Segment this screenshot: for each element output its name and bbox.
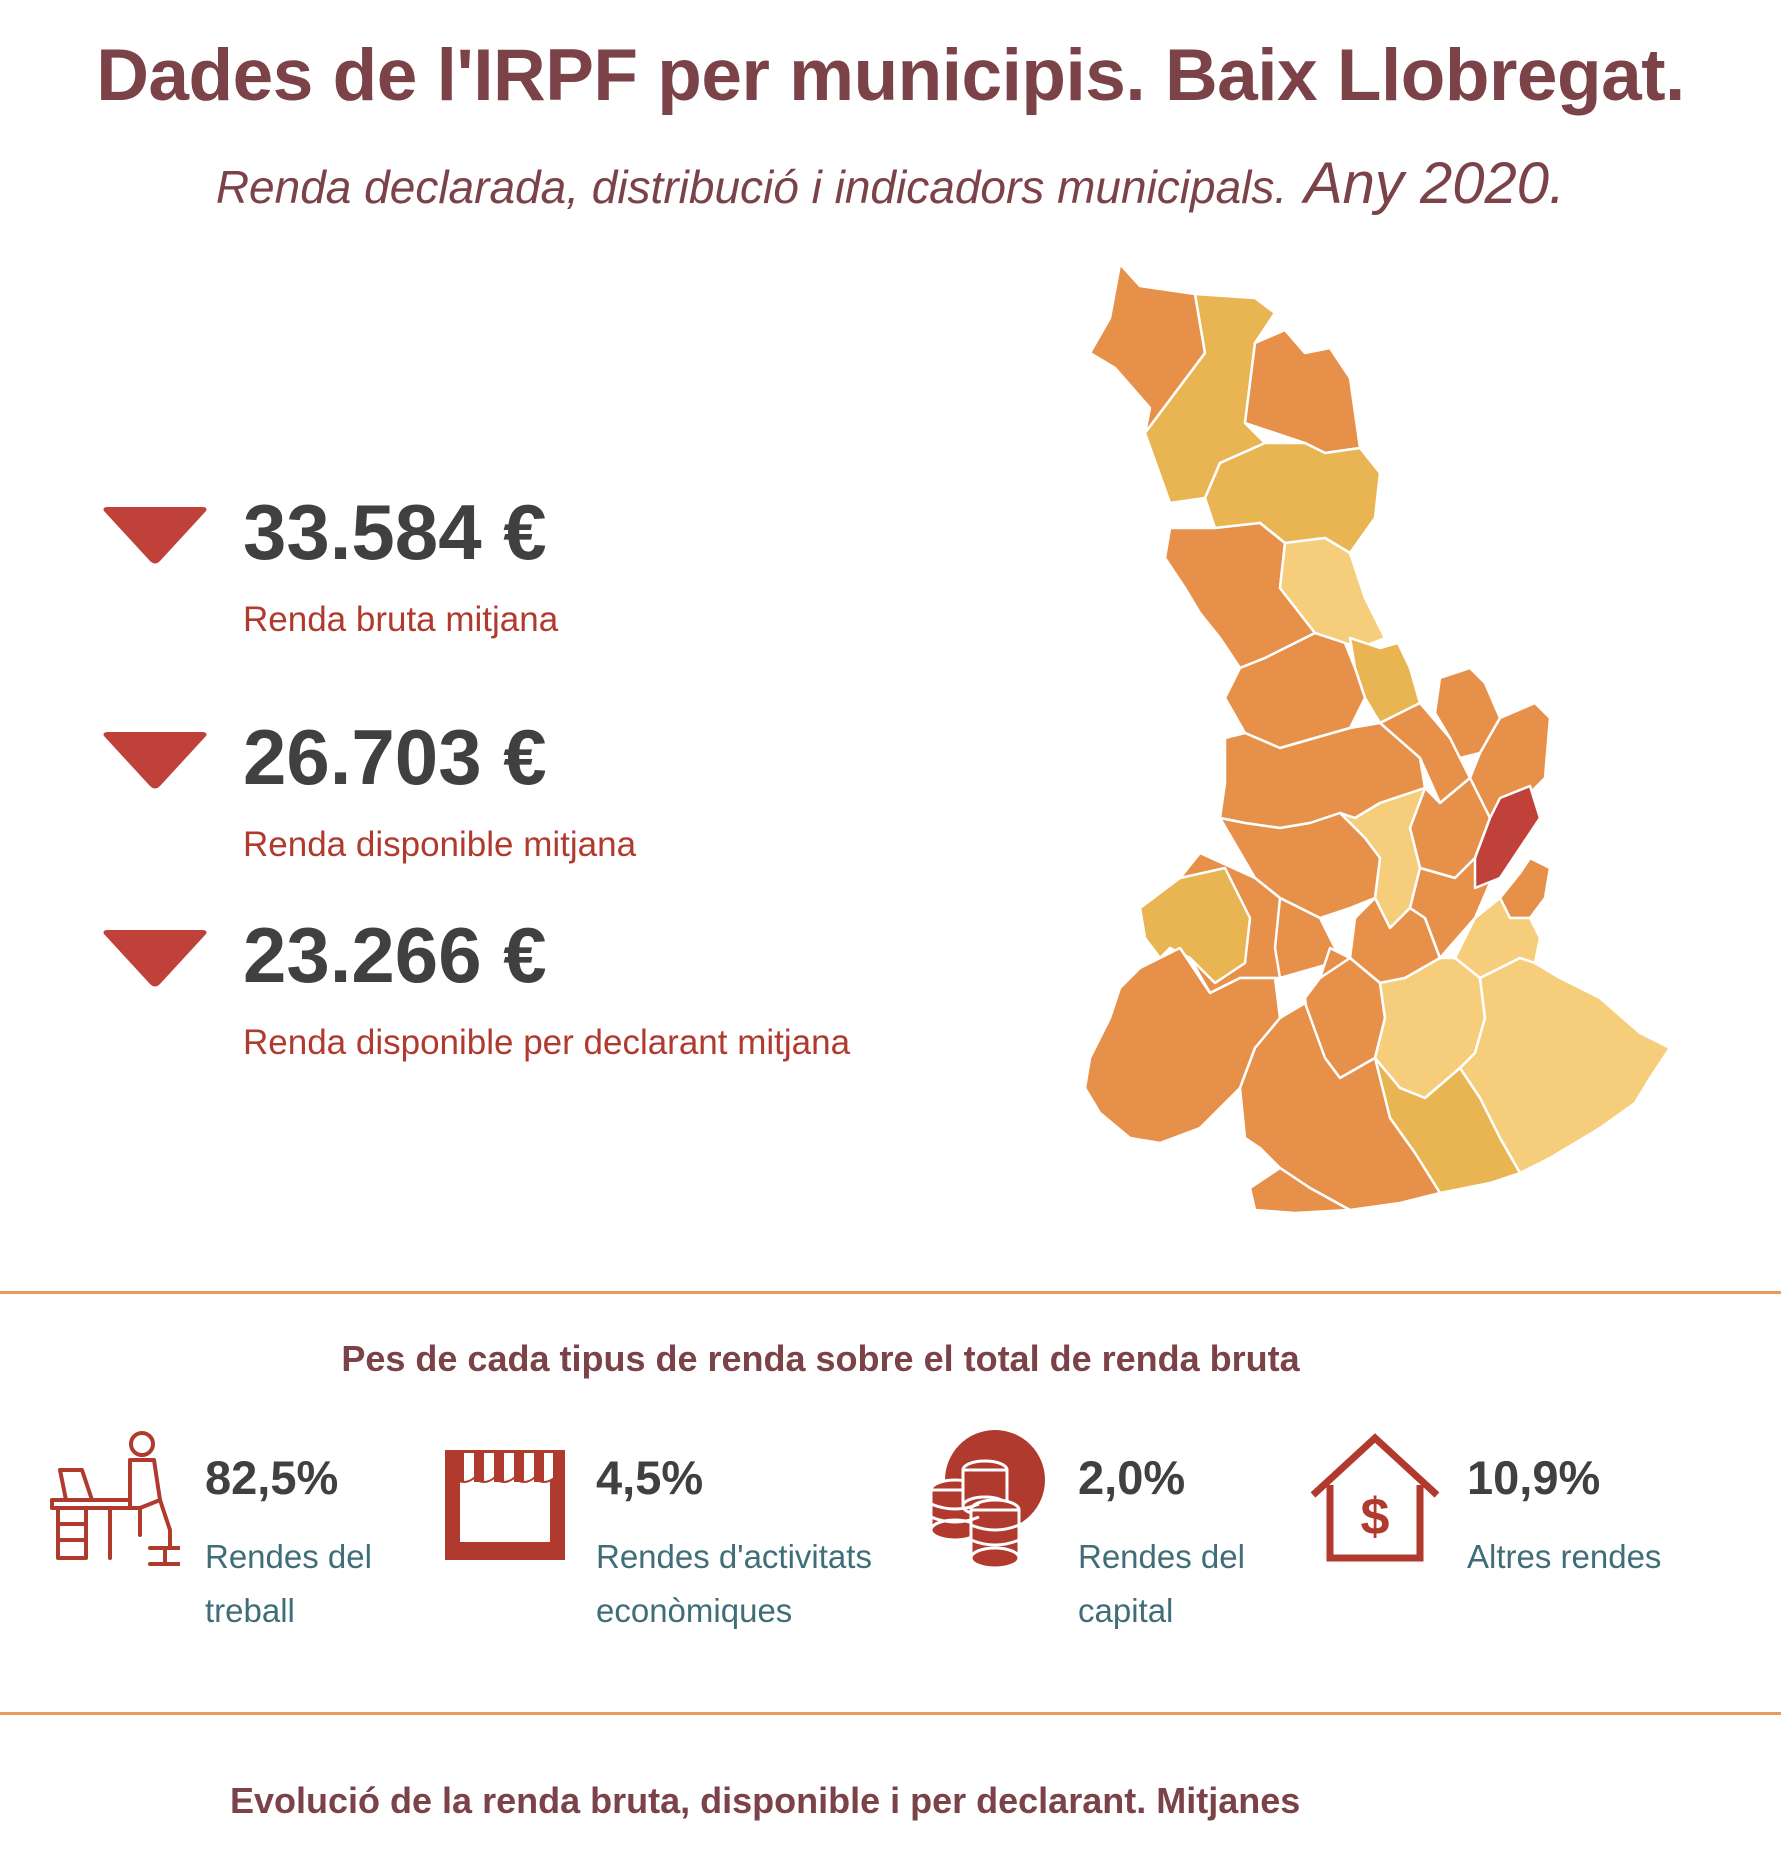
page-title: Dades de l'IRPF per municipis. Baix Llob… <box>96 35 1685 116</box>
kpi-value: 23.266 € <box>243 911 547 999</box>
section-divider <box>0 1712 1781 1715</box>
kpi-label: Renda disponible mitjana <box>243 825 637 864</box>
income-pct: 10,9% <box>1467 1451 1601 1504</box>
kpi-label: Renda bruta mitjana <box>243 600 559 639</box>
section-divider <box>0 1291 1781 1294</box>
evolution-section-title: Evolució de la renda bruta, disponible i… <box>230 1780 1301 1821</box>
income-name: Rendes del capital <box>1078 1538 1245 1629</box>
down-triangle-icon <box>103 507 207 564</box>
kpi-value: 26.703 € <box>243 713 547 801</box>
map-municipality <box>1473 784 1542 890</box>
coins-icon <box>929 1430 1045 1570</box>
map-municipality <box>1248 1166 1352 1215</box>
income-item-altres: $ 10,9% Altres rendes <box>1310 1430 1730 1630</box>
income-name: Rendes d'activitats econòmiques <box>596 1538 872 1629</box>
income-pct: 82,5% <box>205 1451 339 1504</box>
map-municipality <box>1458 956 1672 1175</box>
map-municipality <box>1223 631 1367 750</box>
down-triangle-icon <box>103 732 207 789</box>
subtitle-year: Any 2020. <box>1303 151 1566 216</box>
map-municipality <box>1083 946 1282 1145</box>
down-triangle-icon <box>103 930 207 987</box>
map-municipality <box>1138 866 1252 985</box>
svg-text:$: $ <box>1361 1488 1390 1546</box>
shop-awning-icon <box>445 1450 565 1560</box>
house-dollar-icon: $ <box>1310 1433 1440 1562</box>
kpi-label: Renda disponible per declarant mitjana <box>243 1023 851 1062</box>
office-worker-icon <box>50 1431 180 1566</box>
income-item-activitats: 4,5% Rendes d'activitats econòmiques <box>440 1430 872 1630</box>
subtitle-text: Renda declarada, distribució i indicador… <box>215 161 1288 213</box>
income-item-capital: 2,0% Rendes del capital <box>925 1430 1305 1630</box>
income-pct: 4,5% <box>596 1451 704 1504</box>
kpi-value: 33.584 € <box>243 488 547 576</box>
income-section-title: Pes de cada tipus de renda sobre el tota… <box>341 1338 1300 1379</box>
income-pct: 2,0% <box>1078 1451 1186 1504</box>
income-item-treball: 82,5% Rendes del treball <box>50 1430 410 1630</box>
map-municipality <box>1243 328 1362 455</box>
income-name: Rendes del treball <box>205 1538 372 1629</box>
page-subtitle: Renda declarada, distribució i indicador… <box>0 150 1781 217</box>
municipalities-map <box>1083 262 1672 1215</box>
map-municipality <box>1238 1001 1442 1212</box>
income-name: Altres rendes <box>1467 1538 1662 1575</box>
map-municipality <box>1258 521 1387 650</box>
